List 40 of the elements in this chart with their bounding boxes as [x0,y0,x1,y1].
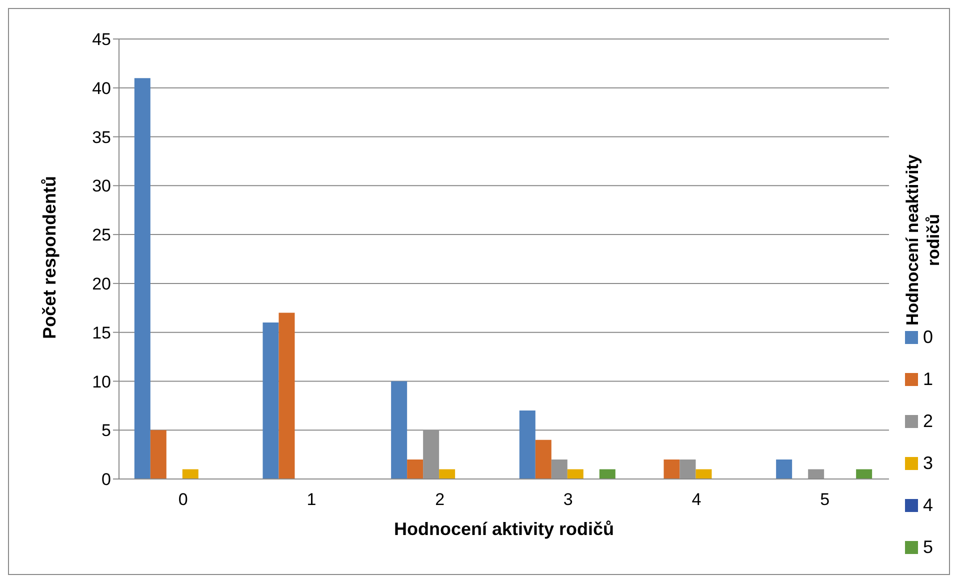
bar [278,312,295,479]
y-tick-label: 10 [92,372,111,392]
x-tick-label: 4 [692,490,702,510]
legend-title: Hodnocení neaktivity rodičů [903,154,943,326]
bar [856,469,872,479]
y-tick-label: 20 [92,274,111,294]
bar [439,469,456,479]
bar [567,469,584,479]
x-tick-label: 1 [306,490,316,510]
bar [407,459,424,479]
y-tick-label: 45 [92,30,111,50]
y-tick-label: 5 [102,421,111,440]
bar [182,469,198,479]
bar [776,459,792,479]
x-tick-label: 0 [178,490,188,510]
y-tick-label: 0 [102,470,111,490]
y-axis-title: Počet respondentů [39,176,60,339]
bar [599,469,616,479]
legend-label: 1 [923,369,934,390]
x-tick-label: 3 [563,490,573,510]
legend-label: 2 [923,411,934,432]
y-tick-label: 30 [92,176,111,196]
legend-label: 5 [923,537,934,558]
bar [134,78,150,479]
bar [262,322,279,479]
legend-label: 3 [923,453,934,474]
y-tick-label: 25 [92,226,111,245]
bar [664,459,680,479]
y-tick-label: 15 [92,323,111,342]
legend-label: 0 [923,327,934,348]
y-tick-label: 40 [92,78,111,98]
bar [391,381,408,479]
bar [535,440,552,479]
x-tick-label: 5 [820,490,830,510]
bar [519,410,536,479]
y-tick-label: 35 [92,128,111,147]
bar [150,430,166,479]
x-axis-title: Hodnocení aktivity rodičů [394,519,614,539]
bar [696,469,712,479]
x-tick-label: 2 [435,490,445,510]
